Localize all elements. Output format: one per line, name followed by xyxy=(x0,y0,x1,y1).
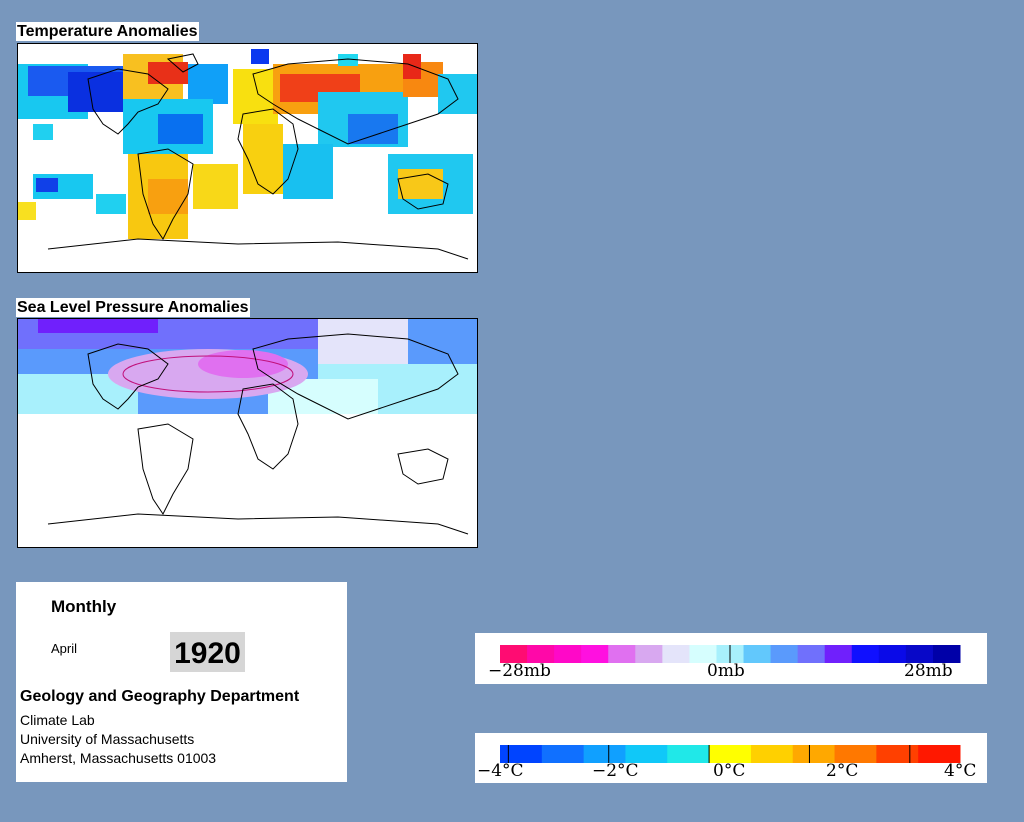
year-label: 1920 xyxy=(170,632,245,672)
pressure-swatch-9 xyxy=(743,645,772,663)
pressure-swatch-2 xyxy=(554,645,582,663)
pressure-swatch-5 xyxy=(635,645,663,663)
pressure-swatch-13 xyxy=(851,645,880,663)
temperature-swatch-1 xyxy=(541,745,585,763)
temperature-color-bar xyxy=(500,745,961,763)
temperature-swatch-3 xyxy=(625,745,668,763)
temperature-swatch-7 xyxy=(792,745,836,763)
temperature-tick-plus4: 4°C xyxy=(944,761,977,781)
pressure-tick-min: −28mb xyxy=(488,661,551,681)
temperature-anomaly-map xyxy=(17,43,478,273)
temperature-swatch-4 xyxy=(667,745,710,763)
pressure-swatch-7 xyxy=(689,645,717,663)
lab-label: Climate Lab xyxy=(20,712,95,728)
pressure-legend: −28mb 0mb 28mb xyxy=(475,633,987,684)
university-label: University of Massachusetts xyxy=(20,731,195,747)
pressure-swatch-3 xyxy=(581,645,609,663)
temperature-swatch-0 xyxy=(500,745,543,763)
pressure-tick-zero: 0mb xyxy=(707,661,745,681)
pressure-swatch-12 xyxy=(824,645,853,663)
temperature-anomaly-field xyxy=(18,49,477,239)
month-label: April xyxy=(51,641,78,656)
temperature-tick-plus2: 2°C xyxy=(826,761,859,781)
info-panel: Monthly April 1920 Geology and Geography… xyxy=(16,582,347,782)
temperature-swatch-8 xyxy=(834,745,877,763)
pressure-tick-max: 28mb xyxy=(904,661,953,681)
pressure-swatch-16 xyxy=(932,645,961,663)
department-label: Geology and Geography Department xyxy=(20,688,300,705)
pressure-swatch-1 xyxy=(527,645,555,663)
pressure-color-bar xyxy=(500,645,961,663)
pressure-swatch-10 xyxy=(770,645,799,663)
pressure-map-title: Sea Level Pressure Anomalies xyxy=(16,298,250,317)
pressure-swatch-15 xyxy=(905,645,934,663)
temperature-swatch-9 xyxy=(876,745,919,763)
temperature-map-title: Temperature Anomalies xyxy=(16,22,199,41)
pressure-anomaly-map xyxy=(17,318,478,548)
coastlines xyxy=(47,333,469,535)
pressure-swatch-0 xyxy=(500,645,528,663)
temperature-tick-minus4: −4°C xyxy=(477,761,524,781)
temperature-swatch-10 xyxy=(918,745,961,763)
temperature-legend: −4°C −2°C 0°C 2°C 4°C xyxy=(475,733,987,783)
pressure-anomaly-field xyxy=(18,319,477,414)
pressure-swatch-4 xyxy=(608,645,636,663)
temperature-tick-zero: 0°C xyxy=(713,761,746,781)
pressure-swatch-14 xyxy=(878,645,907,663)
address-label: Amherst, Massachusetts 01003 xyxy=(20,750,217,766)
coastlines xyxy=(47,53,469,260)
temperature-swatch-5 xyxy=(709,745,752,763)
temperature-tick-minus2: −2°C xyxy=(592,761,639,781)
pressure-swatch-6 xyxy=(662,645,690,663)
pressure-swatch-11 xyxy=(797,645,826,663)
temperature-swatch-6 xyxy=(750,745,794,763)
period-label: Monthly xyxy=(51,597,117,616)
temperature-swatch-2 xyxy=(583,745,626,763)
